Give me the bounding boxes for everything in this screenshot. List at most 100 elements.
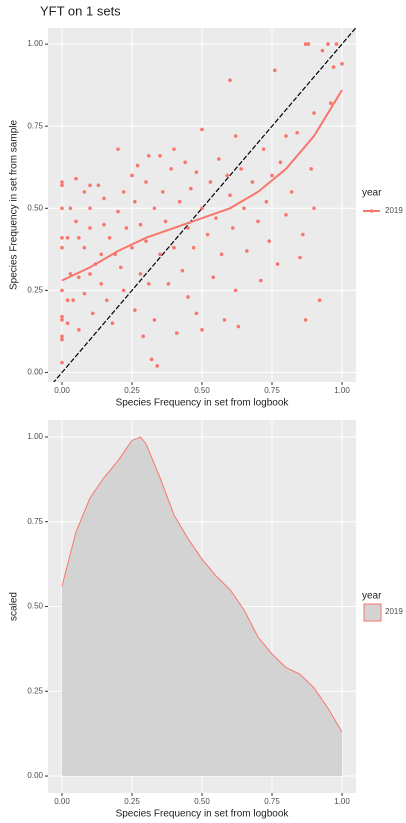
scatter-point [295,130,300,135]
scatter-point [301,232,305,237]
scatter-point [60,180,64,184]
scatter-point [180,268,185,273]
scatter-point [133,308,137,312]
scatter-point [60,245,64,250]
y-axis-title: scaled [9,592,20,621]
scatter-point [219,252,224,257]
scatter-point [82,190,87,194]
x-tick-label: 1.00 [334,386,350,395]
density-line [61,436,343,733]
scatter-point [233,134,238,138]
scatter-point [77,327,81,332]
y-axis-title: Species Frequency in set from sample [9,120,20,291]
scatter-point [228,78,232,83]
panel: 0.00 0.25 0.50 0.75 1.00 0.00 0.25 0.50 0.75 1.00… [9,420,403,820]
scatter-point [303,318,308,322]
scatter-point [250,180,255,184]
scatter-point [211,275,215,280]
chart-title: YFT on 1 sets [40,3,121,18]
scatter-point [116,209,120,214]
scatter-point [267,239,272,243]
scatter-point [74,176,78,181]
y-tick-label: 1.00 [27,39,43,48]
scatter-point [65,236,70,240]
scatter-point [306,42,311,46]
scatter-point [177,199,182,204]
scatter-point [152,318,157,322]
legend-key [363,603,382,622]
legend-key-point [369,209,374,213]
y-tick-label: 0.00 [27,771,43,780]
scatter-point [312,111,316,115]
scatter-point [60,288,64,293]
scatter-point [68,206,73,211]
scatter-point [130,245,134,250]
x-tick-label: 0.25 [124,386,140,395]
x-tick-label: 0.25 [124,797,140,806]
scatter-point [82,245,87,250]
x-tick-label: 1.00 [334,797,350,806]
scatter-point [217,157,221,161]
scatter-point [158,252,162,257]
scatter-point [259,278,263,283]
scatter-point [121,288,126,293]
panel: 0.00 0.25 0.50 0.75 1.00 0.00 0.25 0.50 0.75 1.00… [9,3,404,408]
scatter-point [273,68,277,73]
scatter-point [200,206,204,211]
scatter-point [124,226,129,230]
scatter-point [194,311,199,316]
scatter-point [317,298,322,303]
scatter-point [233,288,238,293]
scatter-point [60,337,64,342]
scatter-point [208,180,213,184]
legend-label: 2019 [385,206,403,215]
scatter-point [186,226,190,230]
y-tick-label: 1.00 [27,432,43,441]
scatter-point [222,318,227,322]
scatter-point [135,163,140,168]
scatter-point [155,364,159,368]
scatter-point [236,324,241,329]
scatter-point [225,173,229,178]
scatter-point [77,236,81,240]
scatter-point [88,272,92,276]
scatter-point [99,282,103,286]
x-tick-label: 0.00 [54,797,70,806]
scatter-point [110,321,115,326]
scatter-point [138,272,143,276]
y-tick-label: 0.50 [27,203,43,212]
scatter-point [200,127,204,132]
scatter-point [231,226,235,230]
scatter-point [309,167,314,171]
scatter-point [60,360,64,365]
scatter-point [303,42,308,46]
y-tick-label: 0.75 [27,517,43,526]
density-area [62,436,342,777]
scatter-point [99,252,103,257]
plot-layer [53,28,356,382]
scatter-point [284,134,288,138]
scatter-point [194,170,199,174]
scatter-point [60,236,64,240]
y-tick-label: 0.00 [27,368,43,377]
y-tick-label: 0.75 [27,121,43,130]
scatter-point [82,291,87,296]
scatter-point [312,206,316,211]
scatter-point [175,331,179,335]
legend-label: 2019 [385,607,403,616]
scatter-point [326,42,330,46]
scatter-point [107,236,112,240]
scatter-point [102,196,106,201]
scatter-point [340,61,344,66]
reference-line [53,28,356,382]
scatter-point [147,153,151,158]
scatter-point [133,199,137,204]
scatter-point [275,262,280,266]
scatter-point [96,183,101,188]
scatter-point [91,311,95,316]
x-tick-label: 0.75 [264,797,280,806]
scatter-point [141,334,145,339]
plot-layer [61,436,343,777]
scatter-point [172,245,176,250]
